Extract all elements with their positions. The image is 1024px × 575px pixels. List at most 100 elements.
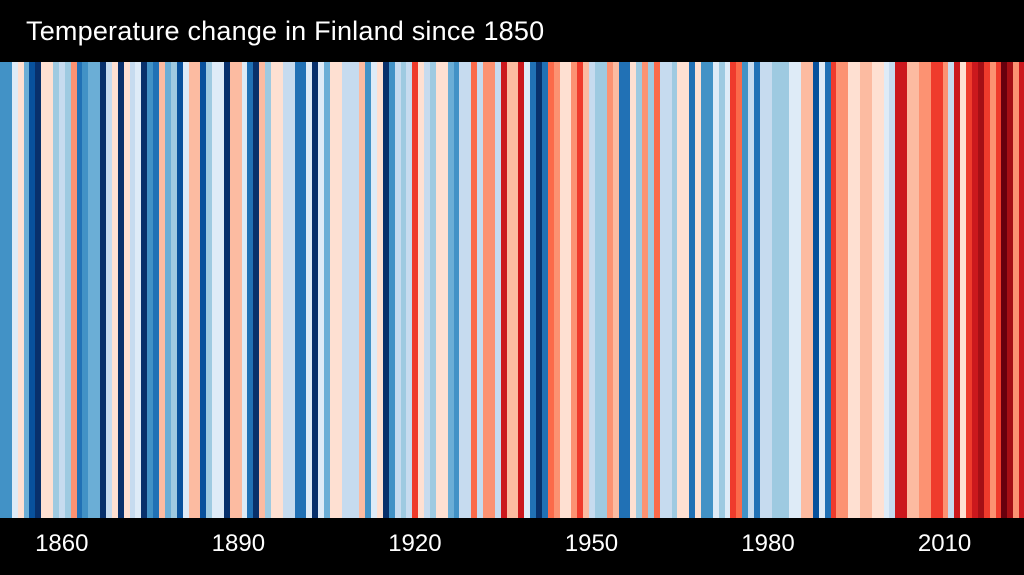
stripe-1874: [141, 62, 148, 518]
stripe-1965: [677, 62, 684, 518]
stripe-1922: [424, 62, 431, 518]
stripe-1935: [500, 62, 507, 518]
stripe-2018: [989, 62, 996, 518]
stripe-1925: [441, 62, 448, 518]
stripe-1943: [547, 62, 554, 518]
stripe-2001: [889, 62, 896, 518]
stripe-1961: [653, 62, 660, 518]
stripe-1931: [477, 62, 484, 518]
stripe-1969: [700, 62, 707, 518]
stripe-2015: [971, 62, 978, 518]
stripe-2020: [1001, 62, 1008, 518]
stripe-1893: [253, 62, 260, 518]
stripe-1878: [164, 62, 171, 518]
stripe-1898: [282, 62, 289, 518]
stripe-1904: [318, 62, 324, 518]
stripe-1868: [106, 62, 112, 518]
stripe-1917: [394, 62, 401, 518]
stripe-1983: [783, 62, 790, 518]
stripe-2004: [907, 62, 914, 518]
stripe-1870: [117, 62, 124, 518]
stripe-1945: [559, 62, 566, 518]
stripe-1883: [194, 62, 201, 518]
stripe-1918: [400, 62, 407, 518]
stripe-1958: [636, 62, 643, 518]
stripe-2000: [883, 62, 890, 518]
stripe-1977: [748, 62, 754, 518]
stripe-1857: [41, 62, 48, 518]
stripe-1895: [265, 62, 271, 518]
stripe-1990: [824, 62, 831, 518]
stripe-1881: [182, 62, 189, 518]
stripe-1916: [388, 62, 395, 518]
title-bar: Temperature change in Finland since 1850: [0, 0, 1024, 62]
stripe-1897: [276, 62, 283, 518]
stripe-1959: [642, 62, 648, 518]
stripe-1987: [807, 62, 813, 518]
stripe-1888: [223, 62, 230, 518]
stripe-1954: [612, 62, 619, 518]
stripe-1921: [418, 62, 425, 518]
stripe-1901: [300, 62, 307, 518]
stripes-canvas: [0, 62, 1024, 518]
stripe-1927: [453, 62, 460, 518]
stripe-1999: [877, 62, 884, 518]
stripe-1873: [135, 62, 142, 518]
stripe-1903: [312, 62, 319, 518]
stripe-1934: [494, 62, 501, 518]
stripe-1863: [76, 62, 83, 518]
stripe-1963: [665, 62, 672, 518]
stripe-1855: [29, 62, 36, 518]
stripe-1867: [100, 62, 107, 518]
stripe-1996: [860, 62, 866, 518]
stripe-1997: [865, 62, 872, 518]
stripe-1946: [565, 62, 572, 518]
stripe-1859: [53, 62, 59, 518]
stripe-1985: [795, 62, 802, 518]
stripe-1896: [270, 62, 277, 518]
stripe-1995: [854, 62, 861, 518]
stripe-1968: [695, 62, 701, 518]
stripe-1952: [600, 62, 607, 518]
x-tick-1920: 1920: [388, 530, 442, 557]
stripe-2002: [895, 62, 902, 518]
stripe-1915: [382, 62, 389, 518]
stripe-2011: [948, 62, 955, 518]
stripe-1974: [730, 62, 737, 518]
stripe-1862: [70, 62, 77, 518]
stripe-1962: [659, 62, 666, 518]
stripe-1900: [294, 62, 301, 518]
stripe-1980: [765, 62, 772, 518]
stripe-1886: [212, 62, 218, 518]
stripe-1971: [712, 62, 719, 518]
stripe-1926: [447, 62, 454, 518]
stripe-2017: [983, 62, 990, 518]
stripe-1924: [435, 62, 442, 518]
stripe-1967: [689, 62, 696, 518]
stripe-1914: [377, 62, 383, 518]
stripe-1850: [0, 62, 6, 518]
stripe-1984: [789, 62, 796, 518]
stripe-1970: [706, 62, 713, 518]
stripe-1944: [553, 62, 560, 518]
stripe-1899: [288, 62, 295, 518]
page-title: Temperature change in Finland since 1850: [26, 15, 545, 46]
stripe-1907: [335, 62, 342, 518]
stripe-1892: [247, 62, 254, 518]
stripe-2009: [936, 62, 943, 518]
stripe-2019: [995, 62, 1002, 518]
stripe-1905: [323, 62, 330, 518]
stripe-2013: [960, 62, 967, 518]
stripe-1975: [736, 62, 743, 518]
stripe-1929: [465, 62, 472, 518]
stripe-1890: [235, 62, 242, 518]
stripe-1932: [483, 62, 489, 518]
stripe-2012: [954, 62, 961, 518]
stripe-1939: [524, 62, 531, 518]
stripe-1978: [754, 62, 760, 518]
stripe-1906: [329, 62, 336, 518]
stripe-1936: [506, 62, 513, 518]
stripe-2016: [977, 62, 984, 518]
stripe-1853: [17, 62, 24, 518]
stripe-1991: [830, 62, 837, 518]
